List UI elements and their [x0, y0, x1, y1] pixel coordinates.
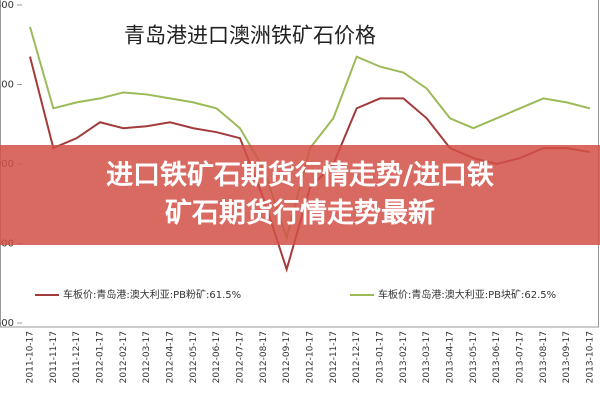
x-tick-label: 2012-03-17	[142, 331, 152, 383]
x-tick-label: 2012-02-17	[119, 331, 129, 383]
x-tick-label: 2012-11-17	[329, 331, 339, 383]
overlay-line: 矿石期货行情走势最新	[165, 198, 435, 229]
x-tick-label: 2013-08-17	[539, 331, 549, 383]
legend-label: 车板价:青岛港:澳大利亚:PB块矿:62.5%	[378, 288, 556, 301]
x-tick-label: 2012-06-17	[212, 331, 222, 383]
overlay-banner: 进口铁矿石期货行情走势/进口铁 矿石期货行情走势最新	[0, 145, 600, 245]
x-tick-label: 2013-01-17	[376, 331, 386, 383]
x-tick-label: 2013-02-17	[399, 331, 409, 383]
chart-title: 青岛港进口澳洲铁矿石价格	[124, 24, 376, 48]
legend-label: 车板价:青岛港:澳大利亚:PB粉矿:61.5%	[63, 288, 241, 301]
x-tick-label: 2011-12-17	[72, 331, 82, 383]
x-tick-label: 2012-07-17	[236, 331, 246, 383]
x-tick-label: 2012-10-17	[306, 331, 316, 383]
x-tick-label: 2012-09-17	[282, 331, 292, 383]
x-tick-label: 2013-10-17	[586, 331, 596, 383]
x-tick-label: 2012-12-17	[352, 331, 362, 383]
x-tick-label: 2012-05-17	[189, 331, 199, 383]
x-tick-label: 2012-01-17	[96, 331, 106, 383]
y-tick-label: 500	[0, 318, 14, 329]
y-tick-label: 1300	[0, 0, 14, 11]
x-tick-label: 2013-07-17	[516, 331, 526, 383]
x-tick-label: 2013-04-17	[446, 331, 456, 383]
x-tick-label: 2013-09-17	[562, 331, 572, 383]
x-tick-label: 2013-05-17	[469, 331, 479, 383]
x-tick-label: 2011-10-17	[26, 331, 36, 383]
x-tick-label: 2013-03-17	[422, 331, 432, 383]
y-tick-label: 1100	[0, 80, 14, 91]
x-tick-label: 2013-06-17	[492, 331, 502, 383]
x-tick-label: 2012-08-17	[259, 331, 269, 383]
x-tick-label: 2011-11-17	[49, 331, 59, 383]
x-tick-label: 2012-04-17	[166, 331, 176, 383]
overlay-line: 进口铁矿石期货行情走势/进口铁	[106, 160, 494, 191]
